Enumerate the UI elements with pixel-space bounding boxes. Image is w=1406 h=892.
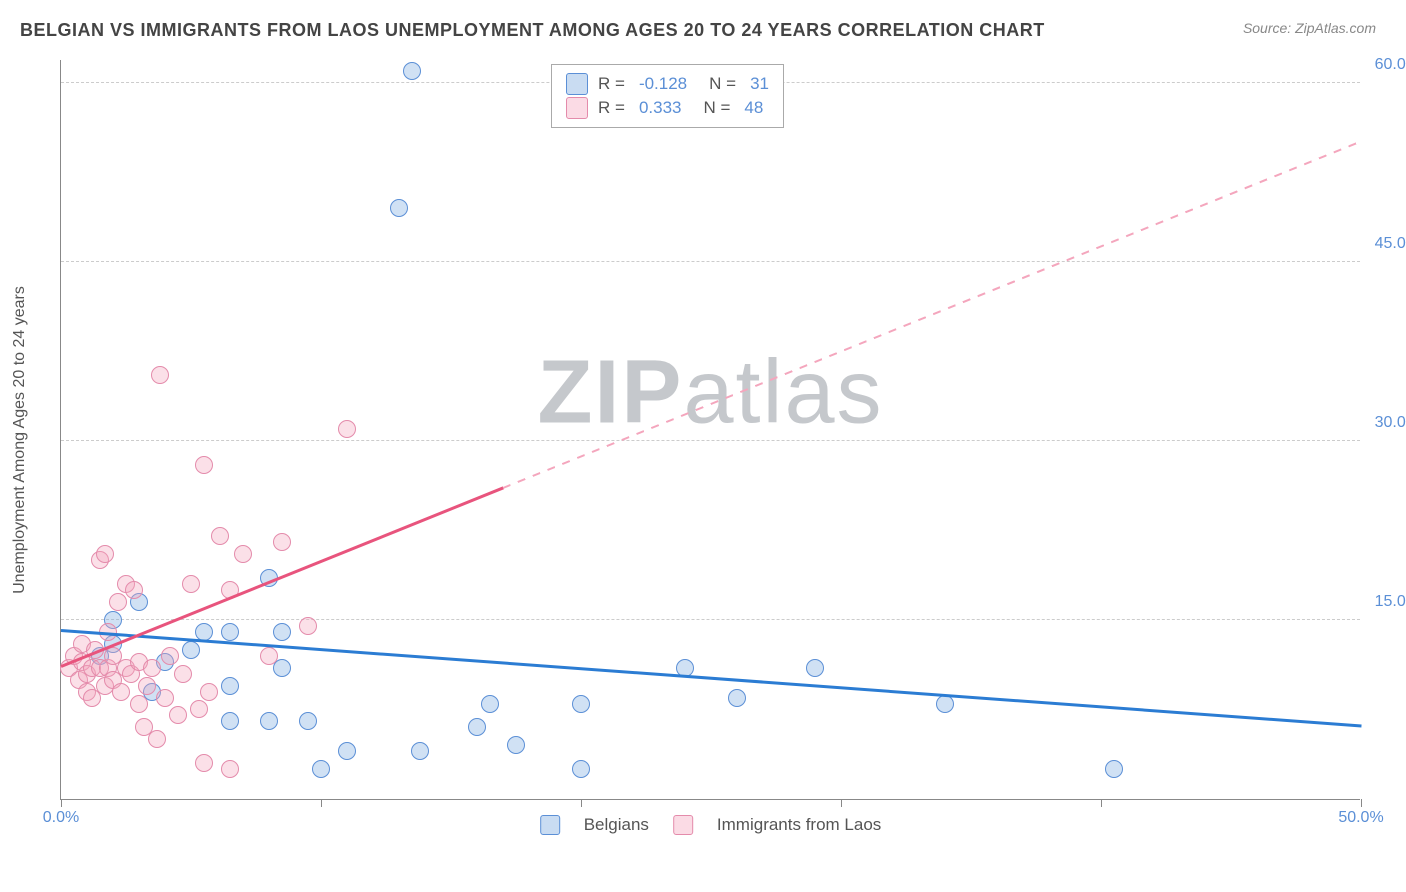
- stat-value: -0.128: [639, 74, 687, 94]
- scatter-point: [390, 199, 408, 217]
- scatter-point: [1105, 760, 1123, 778]
- scatter-point: [174, 665, 192, 683]
- stat-value: 0.333: [639, 98, 682, 118]
- x-tick-label: 0.0%: [43, 809, 79, 827]
- scatter-point: [195, 456, 213, 474]
- scatter-point: [221, 623, 239, 641]
- stat-label: N =: [709, 74, 736, 94]
- scatter-point: [468, 718, 486, 736]
- x-tick: [841, 799, 842, 807]
- scatter-point: [138, 677, 156, 695]
- legend-label: Immigrants from Laos: [717, 815, 881, 835]
- x-tick: [581, 799, 582, 807]
- stat-value: 31: [750, 74, 769, 94]
- scatter-point: [182, 641, 200, 659]
- scatter-point: [806, 659, 824, 677]
- scatter-point: [312, 760, 330, 778]
- legend-swatch-pink-icon: [673, 815, 693, 835]
- scatter-point: [169, 706, 187, 724]
- scatter-point: [143, 659, 161, 677]
- watermark: ZIPatlas: [537, 341, 883, 444]
- x-tick-label: 50.0%: [1338, 809, 1383, 827]
- scatter-point: [151, 366, 169, 384]
- scatter-point: [403, 62, 421, 80]
- scatter-point: [112, 683, 130, 701]
- stats-legend: R = -0.128 N = 31 R = 0.333 N = 48: [551, 64, 784, 128]
- scatter-point: [260, 712, 278, 730]
- scatter-point: [221, 760, 239, 778]
- legend-label: Belgians: [584, 815, 649, 835]
- scatter-point: [96, 545, 114, 563]
- header: BELGIAN VS IMMIGRANTS FROM LAOS UNEMPLOY…: [0, 0, 1406, 51]
- scatter-point: [936, 695, 954, 713]
- scatter-point: [338, 742, 356, 760]
- y-tick-label: 15.0%: [1365, 593, 1406, 611]
- x-tick: [321, 799, 322, 807]
- y-axis-label: Unemployment Among Ages 20 to 24 years: [11, 286, 29, 594]
- plot-area: ZIPatlas R = -0.128 N = 31 R = 0.333 N =…: [60, 60, 1360, 800]
- chart-container: Unemployment Among Ages 20 to 24 years Z…: [48, 60, 1388, 820]
- trend-line: [61, 629, 1361, 727]
- x-tick: [1101, 799, 1102, 807]
- scatter-point: [211, 527, 229, 545]
- scatter-point: [125, 581, 143, 599]
- legend-swatch-pink-icon: [566, 97, 588, 119]
- gridline: [61, 261, 1360, 262]
- gridline: [61, 440, 1360, 441]
- stats-legend-row: R = -0.128 N = 31: [566, 73, 769, 95]
- scatter-point: [260, 647, 278, 665]
- scatter-point: [299, 617, 317, 635]
- y-tick-label: 45.0%: [1365, 235, 1406, 253]
- series-legend: Belgians Immigrants from Laos: [540, 815, 882, 835]
- scatter-point: [148, 730, 166, 748]
- stat-label: R =: [598, 98, 625, 118]
- scatter-point: [481, 695, 499, 713]
- y-tick-label: 30.0%: [1365, 414, 1406, 432]
- scatter-point: [728, 689, 746, 707]
- scatter-point: [234, 545, 252, 563]
- gridline: [61, 619, 1360, 620]
- stat-value: 48: [744, 98, 763, 118]
- scatter-point: [195, 754, 213, 772]
- stat-label: R =: [598, 74, 625, 94]
- legend-swatch-blue-icon: [566, 73, 588, 95]
- scatter-point: [507, 736, 525, 754]
- scatter-point: [161, 647, 179, 665]
- legend-swatch-blue-icon: [540, 815, 560, 835]
- scatter-point: [411, 742, 429, 760]
- scatter-point: [273, 533, 291, 551]
- scatter-point: [221, 677, 239, 695]
- scatter-point: [130, 695, 148, 713]
- chart-title: BELGIAN VS IMMIGRANTS FROM LAOS UNEMPLOY…: [20, 20, 1045, 41]
- scatter-point: [221, 712, 239, 730]
- stat-label: N =: [703, 98, 730, 118]
- scatter-point: [572, 760, 590, 778]
- scatter-point: [200, 683, 218, 701]
- y-tick-label: 60.0%: [1365, 56, 1406, 74]
- scatter-point: [182, 575, 200, 593]
- scatter-point: [156, 689, 174, 707]
- trend-line: [503, 141, 1362, 489]
- x-tick: [1361, 799, 1362, 807]
- scatter-point: [572, 695, 590, 713]
- source-label: Source: ZipAtlas.com: [1243, 20, 1376, 36]
- scatter-point: [338, 420, 356, 438]
- x-tick: [61, 799, 62, 807]
- scatter-point: [273, 623, 291, 641]
- scatter-point: [190, 700, 208, 718]
- scatter-point: [299, 712, 317, 730]
- scatter-point: [109, 593, 127, 611]
- stats-legend-row: R = 0.333 N = 48: [566, 97, 769, 119]
